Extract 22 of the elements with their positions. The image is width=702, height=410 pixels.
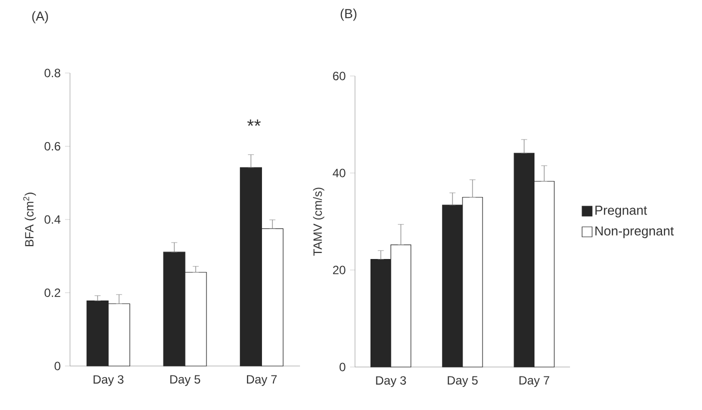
x-tick-label: Day 7 xyxy=(246,375,277,386)
y-tick-label: 60 xyxy=(333,72,346,80)
y-axis-title: TAMV (cm/s) xyxy=(313,188,324,256)
annotation: ** xyxy=(247,120,261,126)
legend-label: Non-pregnant xyxy=(595,226,674,238)
y-tick-label: 40 xyxy=(332,168,346,178)
chart-title: (B) xyxy=(340,8,356,21)
x-tick-label: Day 3 xyxy=(376,376,406,388)
y-tick-label: 0 xyxy=(340,362,346,372)
chart-title: (A) xyxy=(32,11,48,24)
x-tick-label: Day 5 xyxy=(170,375,200,386)
y-tick-label: 20 xyxy=(333,266,346,274)
y-tick-label: 0.6 xyxy=(44,142,60,151)
x-tick-label: Day 5 xyxy=(448,376,478,387)
x-tick-label: Day 7 xyxy=(519,376,550,387)
y-tick-label: 0.2 xyxy=(44,288,60,298)
y-axis-title: BFA (cm$^{2}$) xyxy=(23,192,36,246)
y-tick-label: 0.4 xyxy=(44,215,60,224)
legend-label: Pregnant xyxy=(595,206,648,218)
y-tick-label: 0 xyxy=(54,362,60,370)
x-tick-label: Day 3 xyxy=(94,375,124,386)
y-tick-label: 0.8 xyxy=(44,68,60,78)
